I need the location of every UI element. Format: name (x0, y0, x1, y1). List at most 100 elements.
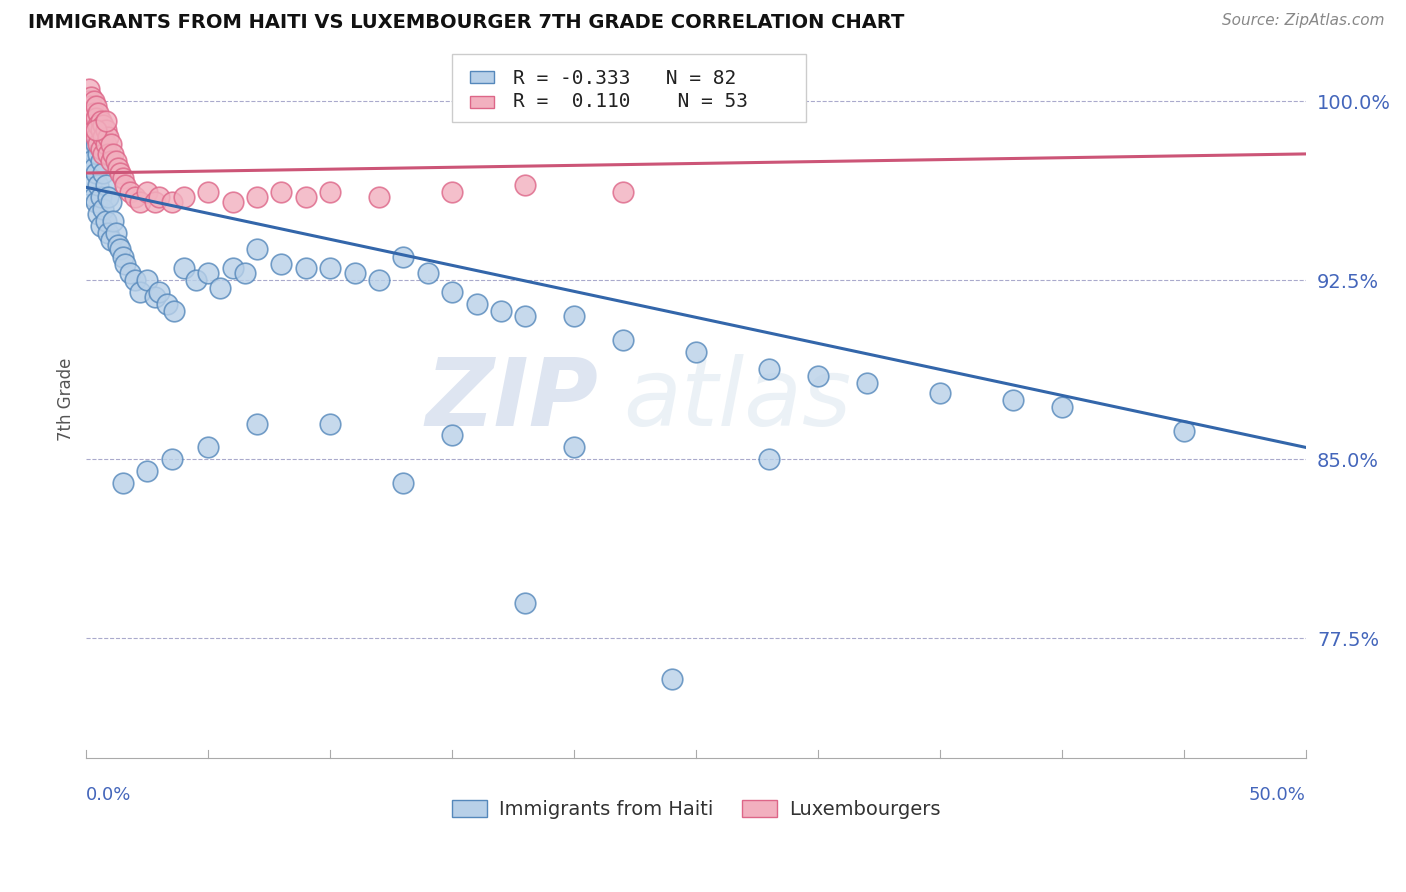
Y-axis label: 7th Grade: 7th Grade (58, 358, 75, 442)
Point (114, 178, 136, 192)
Point (129, 285, 152, 300)
Point (94, 178, 117, 192)
Point (1002, 392, 1025, 407)
Point (90, 154, 112, 169)
Point (87, 178, 110, 192)
Point (83, 106, 105, 120)
Point (100, 233, 122, 247)
Point (489, 304, 512, 318)
Point (77, 106, 100, 120)
Point (807, 368, 830, 383)
Point (97, 190, 120, 204)
Point (80, 99, 103, 113)
Point (197, 185, 219, 199)
Point (93, 118, 115, 132)
Point (77, 142, 100, 156)
Point (93, 147, 115, 161)
Point (100, 137, 122, 152)
Point (221, 194, 243, 209)
FancyBboxPatch shape (471, 70, 494, 83)
Point (246, 417, 269, 431)
Point (100, 194, 122, 209)
Point (87, 206, 110, 220)
Point (148, 190, 170, 204)
Point (87, 147, 110, 161)
Point (173, 190, 195, 204)
Point (392, 250, 415, 264)
Point (90, 123, 112, 137)
Point (84, 111, 107, 125)
Point (562, 309, 585, 323)
Point (93, 202, 115, 216)
Point (197, 441, 219, 455)
Point (143, 290, 166, 304)
Point (295, 261, 318, 276)
FancyBboxPatch shape (453, 54, 806, 122)
Point (136, 273, 159, 287)
Point (221, 261, 243, 276)
Point (441, 428, 464, 442)
Point (465, 297, 488, 311)
Point (209, 280, 232, 294)
Point (101, 147, 124, 161)
Point (929, 385, 952, 400)
Point (84, 123, 107, 137)
Point (129, 194, 152, 209)
Point (93, 166, 115, 180)
Point (80, 178, 103, 192)
Point (184, 273, 207, 287)
Point (197, 266, 219, 280)
Point (515, 178, 537, 192)
Point (90, 142, 112, 156)
Point (87, 137, 110, 152)
Point (120, 266, 142, 280)
Point (758, 452, 780, 467)
Point (77, 82, 100, 96)
Text: Source: ZipAtlas.com: Source: ZipAtlas.com (1222, 13, 1385, 29)
Point (143, 194, 166, 209)
Point (97, 147, 120, 161)
Point (80, 118, 103, 132)
Point (856, 376, 879, 390)
Text: 50.0%: 50.0% (1249, 786, 1306, 805)
Point (124, 190, 146, 204)
Point (90, 219, 112, 233)
Point (1173, 424, 1195, 438)
Point (319, 417, 342, 431)
Point (90, 113, 112, 128)
Point (515, 309, 537, 323)
Point (160, 452, 183, 467)
Point (515, 595, 537, 609)
Point (173, 261, 195, 276)
Point (83, 106, 105, 120)
Point (80, 89, 103, 103)
Point (295, 190, 318, 204)
Point (84, 166, 107, 180)
Point (84, 99, 107, 113)
Point (83, 123, 105, 137)
Point (101, 213, 124, 227)
Point (77, 106, 100, 120)
Point (93, 130, 115, 145)
Point (110, 243, 132, 257)
Point (84, 194, 107, 209)
Point (136, 464, 159, 478)
Point (612, 185, 634, 199)
Point (233, 266, 256, 280)
Point (94, 137, 117, 152)
Text: R =  0.110    N = 53: R = 0.110 N = 53 (513, 92, 748, 111)
Point (104, 226, 127, 240)
Point (84, 130, 107, 145)
Text: ZIP: ZIP (426, 354, 599, 446)
Point (100, 154, 122, 169)
Point (94, 113, 117, 128)
Point (83, 130, 105, 145)
Point (319, 185, 342, 199)
Point (270, 257, 292, 271)
Point (685, 345, 707, 359)
Point (77, 95, 100, 109)
Point (107, 161, 129, 176)
Point (136, 185, 159, 199)
Point (80, 154, 103, 169)
Point (246, 190, 269, 204)
